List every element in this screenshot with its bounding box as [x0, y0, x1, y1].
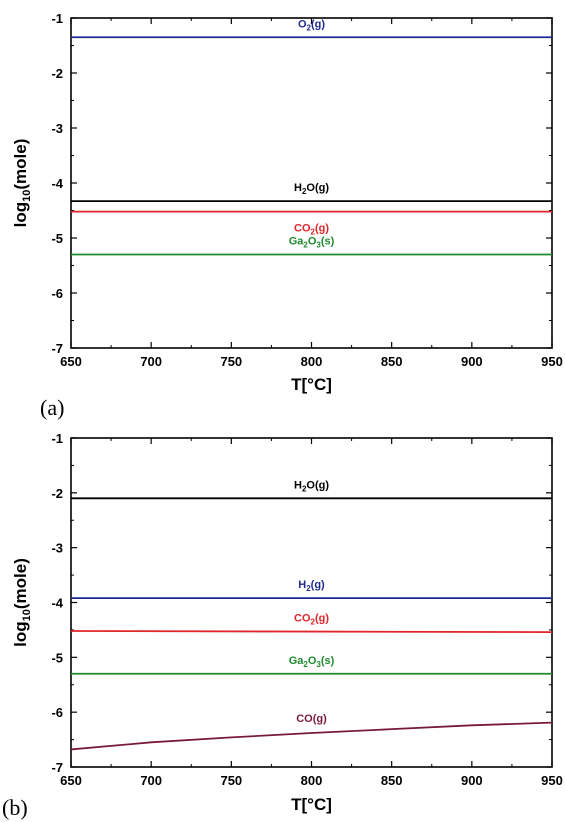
- y-tick-label: -7: [51, 760, 63, 775]
- series-label-rest: (g): [315, 613, 329, 625]
- series-label-rest: O(g): [306, 479, 329, 491]
- series-label-h2o-g-: H2O(g): [294, 479, 329, 493]
- series-label-main: H: [298, 579, 306, 591]
- x-axis-title: T[°C]: [291, 795, 332, 814]
- x-tick-label: 800: [301, 354, 323, 369]
- y-tick-label: -7: [51, 341, 63, 356]
- y-axis-title-sub: 10: [21, 190, 33, 202]
- y-axis-title-sub: 10: [21, 609, 33, 621]
- y-tick-label: -4: [51, 596, 63, 611]
- y-tick-label: -6: [51, 705, 63, 720]
- y-axis-title: log10(mole): [11, 558, 33, 647]
- series-label-rest: O: [308, 655, 317, 667]
- y-axis-title-rest: (mole): [11, 558, 30, 609]
- x-tick-label: 850: [381, 773, 403, 788]
- x-tick-label: 650: [60, 354, 82, 369]
- series-label-rest: (g): [315, 223, 329, 235]
- series-label-h2o-g-: H2O(g): [294, 182, 329, 196]
- y-axis-title-rest: (mole): [11, 139, 30, 190]
- panel-label: (b): [2, 795, 28, 820]
- series-label-sub: 3: [316, 660, 321, 669]
- x-tick-label: 950: [541, 773, 563, 788]
- y-axis-title: log10(mole): [11, 139, 33, 228]
- y-axis-title-main: log: [11, 621, 30, 647]
- series-label-co2-g-: CO2(g): [294, 223, 329, 237]
- y-axis-title-main: log: [11, 202, 30, 228]
- x-tick-label: 650: [60, 773, 82, 788]
- y-tick-label: -1: [51, 11, 63, 26]
- y-tick-label: -2: [51, 486, 63, 501]
- series-label-main: H: [294, 182, 302, 194]
- series-label-main: CO: [294, 223, 311, 235]
- series-label-rest: (s): [321, 655, 335, 667]
- y-tick-label: -5: [51, 231, 63, 246]
- series-label-sub: 2: [307, 23, 312, 32]
- y-tick-label: -5: [51, 650, 63, 665]
- x-tick-label: 700: [140, 354, 162, 369]
- series-line-co2-g-: [70, 630, 553, 634]
- series-label-sub: 2: [302, 484, 307, 493]
- series-label-sub: 2: [302, 187, 307, 196]
- y-tick-label: -3: [51, 121, 63, 136]
- series-label-o2-g-: O2(g): [298, 18, 325, 32]
- y-tick-label: -6: [51, 286, 63, 301]
- panel-b-chart: 650 700 750 800 850 900 950-1-2-3-4-5-6-7H2O(g…: [2, 431, 563, 820]
- series-label-rest: O: [308, 236, 317, 248]
- series-label-co2-g-: CO2(g): [294, 613, 329, 627]
- series-label-sub: 2: [311, 228, 316, 237]
- series-label-main: O: [298, 18, 307, 30]
- series-label-main: Ga: [289, 655, 305, 667]
- series-label-sub: 2: [303, 660, 308, 669]
- series-label-sub: 3: [316, 241, 321, 250]
- series-label-co-g-: CO(g): [296, 713, 327, 725]
- series-label-sub: 2: [306, 584, 311, 593]
- x-tick-label: 700: [140, 773, 162, 788]
- series-label-sub: 2: [303, 241, 308, 250]
- panel-a-chart: 650 700 750 800 850 900 950-1-2-3-4-5-6-7O2(g)…: [11, 11, 563, 420]
- x-tick-label: 850: [381, 354, 403, 369]
- x-tick-label: 950: [541, 354, 563, 369]
- series-label-rest: (g): [311, 579, 325, 591]
- series-line-co-g-: [70, 721, 553, 751]
- series-label-h2-g-: H2(g): [298, 579, 325, 593]
- series-label-main: H: [294, 479, 302, 491]
- series-label-ga2o3-s-: Ga2O3(s): [289, 655, 335, 669]
- series-label-main: Ga: [289, 236, 305, 248]
- x-axis-title: T[°C]: [291, 375, 332, 394]
- panel-label: (a): [40, 395, 64, 420]
- series-label-main: CO: [294, 613, 311, 625]
- series-label-rest: (g): [311, 18, 325, 30]
- x-tick-label: 900: [461, 354, 483, 369]
- y-tick-label: -4: [51, 176, 63, 191]
- x-tick-label: 750: [220, 354, 242, 369]
- x-tick-label: 800: [301, 773, 323, 788]
- y-tick-label: -3: [51, 541, 63, 556]
- x-tick-label: 900: [461, 773, 483, 788]
- series-label-rest: O(g): [306, 182, 329, 194]
- y-tick-label: -2: [51, 66, 63, 81]
- series-label-sub: 2: [311, 618, 316, 627]
- x-tick-label: 750: [220, 773, 242, 788]
- series-label-ga2o3-s-: Ga2O3(s): [289, 236, 335, 250]
- series-label-main: CO(g): [296, 713, 327, 725]
- y-tick-label: -1: [51, 431, 63, 446]
- series-label-rest: (s): [321, 236, 335, 248]
